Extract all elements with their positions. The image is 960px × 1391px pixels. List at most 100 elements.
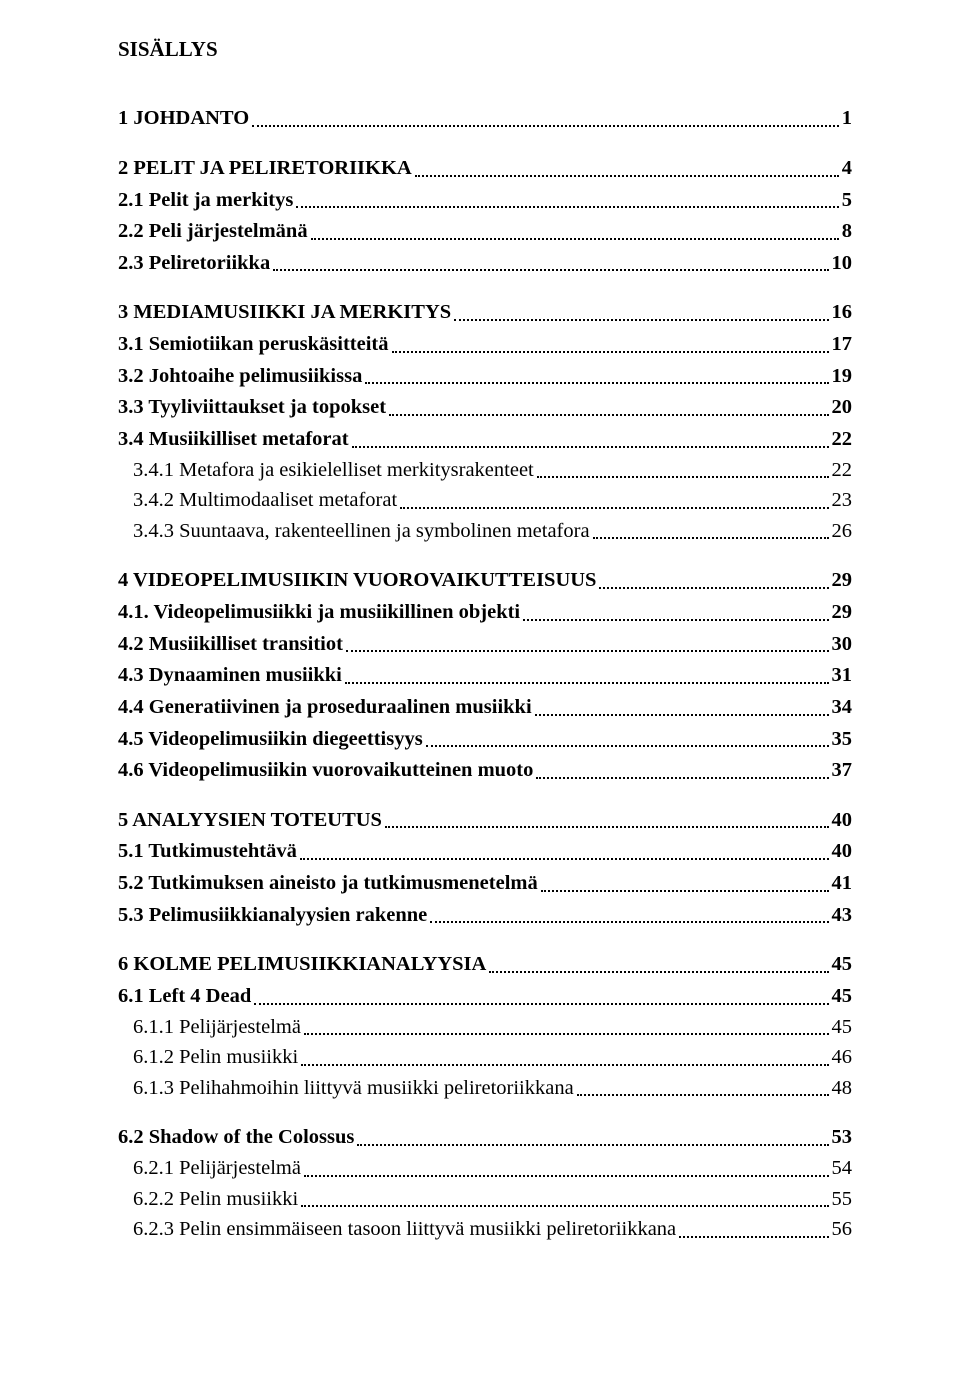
toc-label: 6.1.2 Pelin musiikki <box>133 1045 298 1071</box>
toc-row: 4.1. Videopelimusiikki ja musiikillinen … <box>118 600 852 626</box>
toc-leader-dots <box>389 403 828 416</box>
toc-leader-dots <box>311 226 839 239</box>
toc-leader-dots <box>301 1052 828 1065</box>
toc-leader-dots <box>296 195 838 208</box>
toc-leader-dots <box>346 639 829 652</box>
toc-row: 5.3 Pelimusiikkianalyysien rakenne 43 <box>118 903 852 929</box>
toc-page-number: 35 <box>832 727 853 753</box>
toc-leader-dots <box>426 734 829 747</box>
toc-leader-dots <box>252 114 839 127</box>
toc-page-number: 45 <box>832 952 853 978</box>
toc-row: 6.2 Shadow of the Colossus53 <box>118 1125 852 1151</box>
toc-page-number: 29 <box>832 600 853 626</box>
toc-row: 4 VIDEOPELIMUSIIKIN VUOROVAIKUTTEISUUS 29 <box>118 568 852 594</box>
toc-leader-dots <box>304 1022 829 1035</box>
toc-label: 4.5 Videopelimusiikin diegeettisyys <box>118 727 423 753</box>
toc-page-number: 19 <box>832 364 853 390</box>
toc-page-number: 16 <box>832 300 853 326</box>
toc-label: 4.1. Videopelimusiikki ja musiikillinen … <box>118 600 520 626</box>
toc-leader-dots <box>541 878 829 891</box>
toc-page-number: 45 <box>832 1015 853 1041</box>
toc-page-number: 10 <box>832 251 853 277</box>
toc-label: 3.2 Johtoaihe pelimusiikissa <box>118 364 362 390</box>
toc-row: 3.1 Semiotiikan peruskäsitteitä17 <box>118 332 852 358</box>
toc-label: 4.6 Videopelimusiikin vuorovaikutteinen … <box>118 758 533 784</box>
toc-row: 6 KOLME PELIMUSIIKKIANALYYSIA 45 <box>118 952 852 978</box>
toc-page-number: 45 <box>832 984 853 1010</box>
toc-row: 6.2.3 Pelin ensimmäiseen tasoon liittyvä… <box>133 1217 852 1243</box>
toc-label: 6.2 Shadow of the Colossus <box>118 1125 354 1151</box>
toc-leader-dots <box>593 526 829 539</box>
toc-leader-dots <box>415 163 839 176</box>
toc-leader-dots <box>352 434 829 447</box>
toc-leader-dots <box>385 815 829 828</box>
toc-page-number: 40 <box>832 808 853 834</box>
toc-leader-dots <box>599 576 828 589</box>
toc-row: 5 ANALYYSIEN TOTEUTUS 40 <box>118 808 852 834</box>
toc-page-number: 4 <box>842 156 852 182</box>
toc-row: 1 JOHDANTO1 <box>118 106 852 132</box>
toc-leader-dots <box>454 308 828 321</box>
toc-row: 5.1 Tutkimustehtävä 40 <box>118 839 852 865</box>
toc-row: 6.1.2 Pelin musiikki 46 <box>133 1045 852 1071</box>
toc-page-number: 55 <box>832 1187 853 1213</box>
toc-label: 4.2 Musiikilliset transitiot <box>118 632 343 658</box>
page: SISÄLLYS 1 JOHDANTO1 2 PELIT JA PELIRETOR… <box>0 0 960 1391</box>
toc-row: 6.1 Left 4 Dead45 <box>118 984 852 1010</box>
toc-row: 6.1.1 Pelijärjestelmä 45 <box>133 1015 852 1041</box>
toc-page-number: 34 <box>832 695 853 721</box>
toc-row: 2.1 Pelit ja merkitys5 <box>118 188 852 214</box>
toc-page-number: 22 <box>832 427 853 453</box>
toc-row: 4.2 Musiikilliset transitiot30 <box>118 632 852 658</box>
toc-label: 6.2.3 Pelin ensimmäiseen tasoon liittyvä… <box>133 1217 676 1243</box>
toc-leader-dots <box>300 847 829 860</box>
toc-page-number: 29 <box>832 568 853 594</box>
toc-title: SISÄLLYS <box>118 36 852 62</box>
toc-row: 6.1.3 Pelihahmoihin liittyvä musiikki pe… <box>133 1076 852 1102</box>
toc-leader-dots <box>254 991 828 1004</box>
toc-row: 5.2 Tutkimuksen aineisto ja tutkimusmene… <box>118 871 852 897</box>
toc-leader-dots <box>535 702 829 715</box>
toc-label: 6 KOLME PELIMUSIIKKIANALYYSIA <box>118 952 486 978</box>
toc-page-number: 54 <box>832 1156 853 1182</box>
toc-label: 2.1 Pelit ja merkitys <box>118 188 293 214</box>
toc-row: 3 MEDIAMUSIIKKI JA MERKITYS16 <box>118 300 852 326</box>
toc-label: 6.2.1 Pelijärjestelmä <box>133 1156 301 1182</box>
toc-page-number: 37 <box>832 758 853 784</box>
toc-page-number: 46 <box>832 1045 853 1071</box>
toc-leader-dots <box>489 960 828 973</box>
toc-row: 6.2.1 Pelijärjestelmä 54 <box>133 1156 852 1182</box>
toc-leader-dots <box>430 910 828 923</box>
toc-label: 2 PELIT JA PELIRETORIIKKA <box>118 156 412 182</box>
toc-page-number: 40 <box>832 839 853 865</box>
toc-row: 4.5 Videopelimusiikin diegeettisyys 35 <box>118 727 852 753</box>
toc-label: 5.3 Pelimusiikkianalyysien rakenne <box>118 903 427 929</box>
toc-label: 6.2.2 Pelin musiikki <box>133 1187 298 1213</box>
toc-label: 5.1 Tutkimustehtävä <box>118 839 297 865</box>
toc-leader-dots <box>365 371 828 384</box>
toc-page-number: 1 <box>842 106 852 132</box>
toc-row: 3.4.1 Metafora ja esikielelliset merkity… <box>133 458 852 484</box>
toc-page-number: 43 <box>832 903 853 929</box>
toc-page-number: 48 <box>832 1076 853 1102</box>
toc-label: 3.1 Semiotiikan peruskäsitteitä <box>118 332 389 358</box>
toc-row: 3.4.2 Multimodaaliset metaforat23 <box>133 488 852 514</box>
toc-label: 2.3 Peliretoriikka <box>118 251 270 277</box>
toc-label: 3.4.1 Metafora ja esikielelliset merkity… <box>133 458 534 484</box>
toc-label: 5 ANALYYSIEN TOTEUTUS <box>118 808 382 834</box>
toc-label: 2.2 Peli järjestelmänä <box>118 219 308 245</box>
toc-leader-dots <box>301 1194 828 1207</box>
toc-page-number: 23 <box>832 488 853 514</box>
toc-row: 2 PELIT JA PELIRETORIIKKA 4 <box>118 156 852 182</box>
toc-label: 4.3 Dynaaminen musiikki <box>118 663 342 689</box>
toc-label: 4 VIDEOPELIMUSIIKIN VUOROVAIKUTTEISUUS <box>118 568 596 594</box>
toc-leader-dots <box>537 465 829 478</box>
toc-leader-dots <box>523 607 828 620</box>
toc-page-number: 26 <box>832 519 853 545</box>
toc-container: 1 JOHDANTO1 2 PELIT JA PELIRETORIIKKA 4 2.1… <box>118 106 852 1243</box>
toc-label: 4.4 Generatiivinen ja proseduraalinen mu… <box>118 695 532 721</box>
toc-label: 5.2 Tutkimuksen aineisto ja tutkimusmene… <box>118 871 538 897</box>
toc-label: 6.1.3 Pelihahmoihin liittyvä musiikki pe… <box>133 1076 574 1102</box>
toc-label: 6.1.1 Pelijärjestelmä <box>133 1015 301 1041</box>
toc-row: 3.3 Tyyliviittaukset ja topokset20 <box>118 395 852 421</box>
